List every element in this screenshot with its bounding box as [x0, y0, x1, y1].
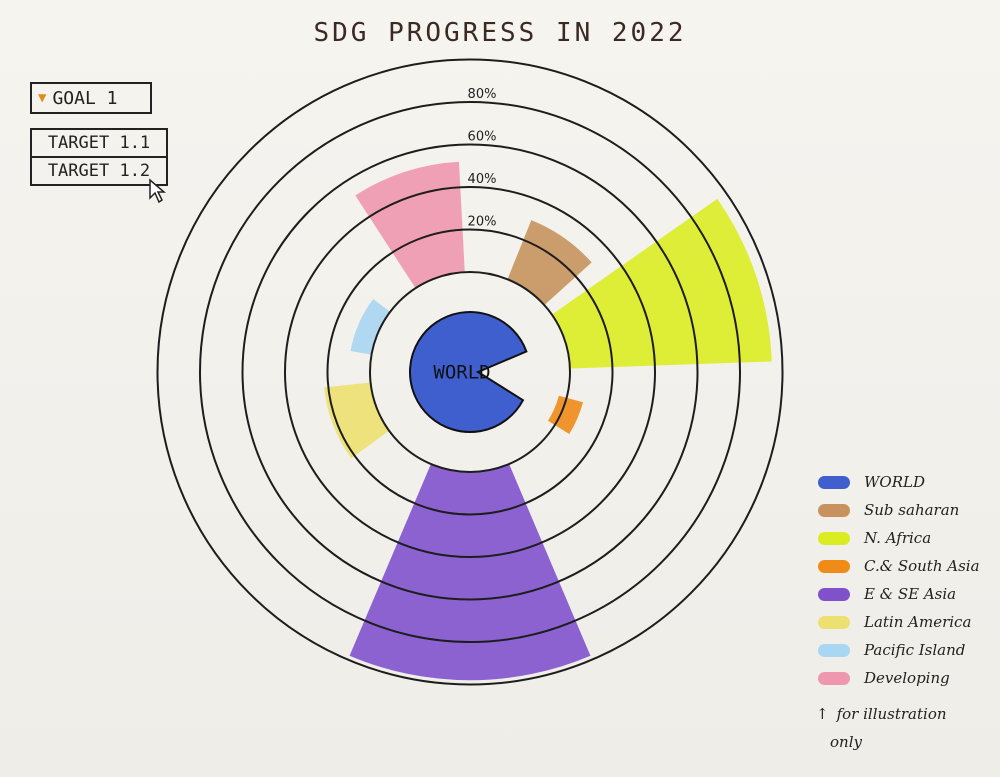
target-option-1-2[interactable]: TARGET 1.2	[30, 156, 168, 186]
legend-item-latin-america: Latin America	[818, 608, 1000, 636]
world-pie	[409, 311, 528, 433]
legend-swatch-n-africa	[818, 531, 850, 545]
ring-tick-label: 40%	[468, 172, 497, 187]
note-line-1: for illustration	[836, 705, 947, 723]
legend-item-e-se-asia: E & SE Asia	[818, 580, 1000, 608]
sector-e-se-asia	[349, 464, 591, 681]
target-list: TARGET 1.1 TARGET 1.2	[30, 128, 168, 186]
legend-swatch-latin-america	[818, 615, 850, 629]
ring-2	[284, 186, 656, 558]
legend-label-latin-america: Latin America	[864, 613, 972, 631]
legend-label-pacific-island: Pacific Island	[864, 641, 966, 659]
goal-dropdown[interactable]: ▼ GOAL 1	[30, 82, 152, 114]
legend-label-sub-saharan: Sub saharan	[864, 501, 960, 519]
legend-label-c-south-asia: C.& South Asia	[864, 557, 980, 575]
legend-label-world: WORLD	[864, 473, 925, 491]
sector-n-africa	[551, 198, 772, 369]
pointer-cursor-icon	[149, 178, 166, 204]
ring-tick-label: 20%	[468, 215, 497, 230]
ring-4	[199, 101, 741, 643]
legend-item-developing: Developing	[818, 664, 1000, 692]
legend-item-n-africa: N. Africa	[818, 524, 1000, 552]
ring-5	[156, 58, 784, 686]
legend-item-c-south-asia: C.& South Asia	[818, 552, 1000, 580]
sector-pacific-island	[350, 299, 391, 355]
note-line-2: only	[830, 733, 862, 751]
legend-item-world: WORLD	[818, 468, 1000, 496]
legend: WORLD Sub saharan N. Africa C.& South As…	[818, 468, 1000, 692]
legend-item-pacific-island: Pacific Island	[818, 636, 1000, 664]
ring-0	[369, 271, 571, 473]
legend-swatch-c-south-asia	[818, 559, 850, 573]
legend-label-developing: Developing	[864, 669, 950, 687]
ring-1	[326, 228, 614, 516]
chart-title: SDG PROGRESS IN 2022	[313, 18, 687, 48]
sector-latin-america	[324, 382, 390, 459]
legend-swatch-e-se-asia	[818, 587, 850, 601]
legend-swatch-pacific-island	[818, 643, 850, 657]
legend-label-e-se-asia: E & SE Asia	[864, 585, 957, 603]
legend-label-n-africa: N. Africa	[864, 529, 932, 547]
sector-c-south-asia	[548, 395, 584, 435]
sector-sub-saharan	[507, 220, 592, 306]
legend-swatch-developing	[818, 671, 850, 685]
illustration-note: ↑ for illustration only	[816, 700, 996, 756]
legend-swatch-world	[818, 475, 850, 489]
legend-item-sub-saharan: Sub saharan	[818, 496, 1000, 524]
chevron-down-icon: ▼	[38, 90, 47, 106]
legend-swatch-sub-saharan	[818, 503, 850, 517]
up-arrow-icon: ↑	[816, 705, 829, 723]
ring-tick-label: 80%	[468, 87, 497, 102]
center-label: WORLD	[433, 362, 490, 384]
ring-3	[241, 143, 699, 601]
goal-dropdown-label: GOAL 1	[52, 87, 118, 109]
ring-tick-label: 60%	[468, 130, 497, 145]
sector-developing	[355, 161, 465, 289]
